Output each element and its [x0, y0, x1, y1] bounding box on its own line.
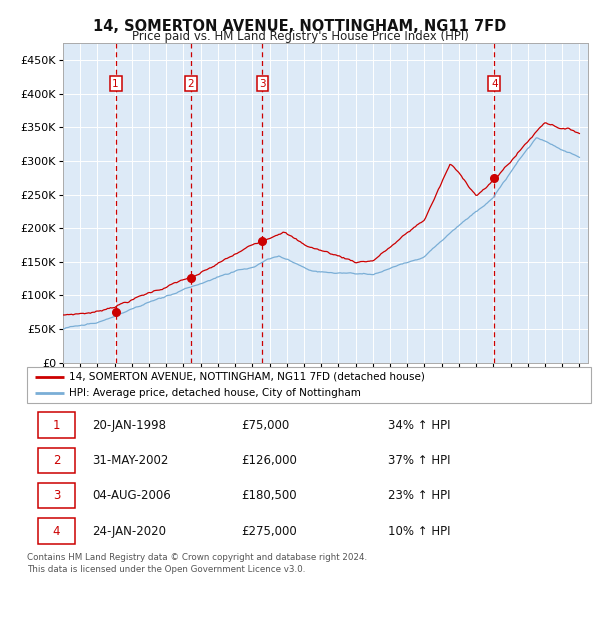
Text: 4: 4: [53, 525, 61, 538]
FancyBboxPatch shape: [38, 483, 75, 508]
Text: 04-AUG-2006: 04-AUG-2006: [92, 489, 170, 502]
Text: 34% ↑ HPI: 34% ↑ HPI: [388, 418, 451, 432]
Text: £75,000: £75,000: [241, 418, 290, 432]
FancyBboxPatch shape: [27, 367, 591, 403]
FancyBboxPatch shape: [38, 518, 75, 544]
Text: 2: 2: [187, 79, 194, 89]
Text: Price paid vs. HM Land Registry's House Price Index (HPI): Price paid vs. HM Land Registry's House …: [131, 30, 469, 43]
Text: 1: 1: [53, 418, 61, 432]
Text: Contains HM Land Registry data © Crown copyright and database right 2024.
This d: Contains HM Land Registry data © Crown c…: [27, 553, 367, 574]
Text: 3: 3: [259, 79, 266, 89]
Text: 14, SOMERTON AVENUE, NOTTINGHAM, NG11 7FD: 14, SOMERTON AVENUE, NOTTINGHAM, NG11 7F…: [94, 19, 506, 33]
FancyBboxPatch shape: [38, 448, 75, 473]
Text: 10% ↑ HPI: 10% ↑ HPI: [388, 525, 451, 538]
Text: £180,500: £180,500: [241, 489, 297, 502]
Text: 23% ↑ HPI: 23% ↑ HPI: [388, 489, 451, 502]
Text: 1: 1: [112, 79, 119, 89]
Text: 20-JAN-1998: 20-JAN-1998: [92, 418, 166, 432]
Text: 14, SOMERTON AVENUE, NOTTINGHAM, NG11 7FD (detached house): 14, SOMERTON AVENUE, NOTTINGHAM, NG11 7F…: [70, 372, 425, 382]
Text: HPI: Average price, detached house, City of Nottingham: HPI: Average price, detached house, City…: [70, 388, 361, 398]
Text: 3: 3: [53, 489, 60, 502]
Text: 37% ↑ HPI: 37% ↑ HPI: [388, 454, 451, 467]
Text: 2: 2: [53, 454, 61, 467]
Text: £275,000: £275,000: [241, 525, 297, 538]
Text: £126,000: £126,000: [241, 454, 297, 467]
Text: 24-JAN-2020: 24-JAN-2020: [92, 525, 166, 538]
Text: 31-MAY-2002: 31-MAY-2002: [92, 454, 168, 467]
FancyBboxPatch shape: [38, 412, 75, 438]
Text: 4: 4: [491, 79, 498, 89]
